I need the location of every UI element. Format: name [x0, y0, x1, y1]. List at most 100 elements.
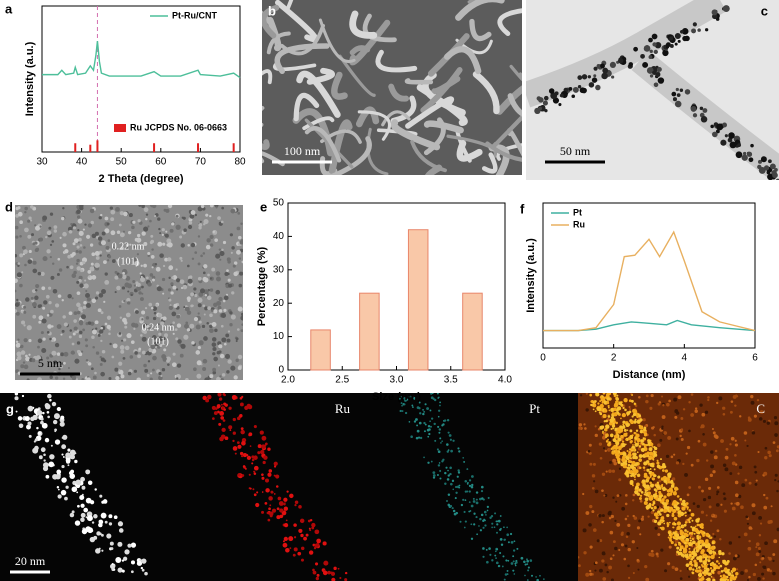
texture-dot	[141, 318, 144, 321]
texture-dot	[599, 400, 602, 403]
texture-dot	[679, 29, 684, 34]
texture-dot	[612, 496, 615, 499]
texture-dot	[166, 358, 170, 363]
texture-dot	[94, 488, 97, 491]
texture-dot	[209, 374, 214, 379]
texture-dot	[725, 578, 728, 581]
y-tick-label: 10	[273, 331, 285, 342]
texture-dot	[697, 485, 701, 489]
texture-dot	[727, 568, 730, 572]
texture-dot	[676, 536, 680, 540]
texture-dot	[119, 211, 124, 216]
texture-dot	[159, 344, 163, 348]
texture-dot	[32, 242, 36, 246]
texture-dot	[100, 311, 104, 315]
texture-dot	[663, 431, 668, 435]
texture-dot	[159, 232, 162, 235]
texture-dot	[92, 375, 97, 380]
texture-dot	[464, 520, 467, 523]
texture-dot	[630, 474, 633, 478]
texture-dot	[728, 541, 733, 545]
texture-dot	[241, 440, 246, 446]
texture-dot	[53, 360, 58, 365]
texture-dot	[50, 444, 53, 447]
texture-dot	[610, 428, 613, 431]
texture-dot	[605, 470, 608, 473]
texture-dot	[693, 548, 696, 551]
panel-label: b	[268, 3, 276, 18]
texture-dot	[687, 518, 691, 522]
texture-dot	[150, 372, 153, 375]
texture-dot	[323, 560, 329, 566]
texture-dot	[648, 447, 653, 452]
texture-dot	[186, 310, 192, 315]
texture-dot	[644, 443, 648, 447]
texture-dot	[283, 497, 288, 502]
texture-dot	[608, 409, 611, 412]
texture-dot	[766, 421, 770, 425]
texture-dot	[625, 494, 628, 497]
texture-dot	[660, 516, 665, 521]
texture-dot	[635, 485, 639, 489]
texture-dot	[685, 502, 689, 506]
texture-dot	[200, 205, 205, 209]
texture-dot	[650, 549, 654, 553]
x-axis-label: 2 Theta (degree)	[99, 173, 184, 185]
texture-dot	[137, 219, 141, 223]
texture-dot	[46, 314, 50, 317]
fiber	[485, 141, 522, 162]
texture-dot	[102, 499, 108, 504]
texture-dot	[182, 284, 188, 290]
texture-dot	[655, 451, 658, 454]
texture-dot	[253, 455, 258, 460]
texture-dot	[152, 278, 155, 282]
texture-dot	[80, 476, 85, 482]
texture-dot	[123, 300, 126, 303]
texture-dot	[52, 288, 58, 294]
texture-dot	[473, 523, 476, 526]
texture-dot	[76, 302, 81, 308]
texture-dot	[144, 368, 149, 373]
lattice-label: (101)	[147, 336, 169, 347]
texture-dot	[268, 507, 271, 511]
texture-dot	[679, 551, 683, 556]
texture-dot	[450, 449, 453, 453]
texture-dot	[591, 474, 596, 478]
texture-dot	[37, 271, 42, 276]
texture-dot	[85, 293, 91, 298]
texture-dot	[78, 330, 83, 335]
texture-dot	[145, 316, 150, 320]
texture-dot	[278, 501, 284, 506]
texture-dot	[776, 489, 779, 493]
texture-dot	[207, 306, 212, 310]
texture-dot	[721, 552, 725, 556]
texture-dot	[424, 403, 427, 406]
texture-dot	[167, 288, 172, 292]
texture-dot	[218, 309, 223, 313]
texture-dot	[412, 406, 414, 408]
image-bg	[194, 393, 385, 581]
texture-dot	[705, 28, 709, 32]
texture-dot	[630, 420, 634, 423]
x-tick-label: 80	[234, 157, 246, 168]
texture-dot	[633, 468, 636, 471]
texture-dot	[141, 292, 144, 295]
texture-dot	[664, 569, 668, 573]
texture-dot	[647, 515, 650, 518]
texture-dot	[658, 479, 662, 483]
x-tick-label: 3.5	[444, 375, 458, 386]
texture-dot	[667, 562, 671, 566]
texture-dot	[652, 426, 655, 429]
texture-dot	[450, 482, 453, 486]
texture-dot	[652, 501, 656, 505]
texture-dot	[690, 413, 694, 417]
fiber	[375, 49, 418, 73]
texture-dot	[220, 220, 224, 224]
texture-dot	[154, 215, 157, 218]
texture-dot	[152, 316, 157, 321]
texture-dot	[141, 205, 145, 209]
texture-dot	[711, 9, 718, 16]
texture-dot	[664, 469, 669, 473]
texture-dot	[457, 469, 460, 472]
texture-dot	[187, 278, 193, 284]
